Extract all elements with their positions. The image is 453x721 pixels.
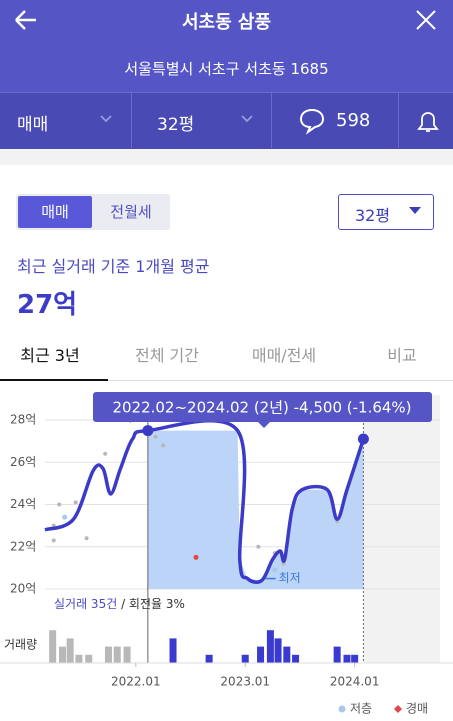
dropdown-arrow <box>409 207 421 214</box>
volume-bar <box>123 646 131 663</box>
tab-underline <box>0 379 108 381</box>
chevron <box>100 115 112 123</box>
volume-bar <box>104 646 112 663</box>
legend-swatch <box>338 705 346 713</box>
tab[interactable]: 매매/전세 <box>251 346 317 365</box>
volume-bar <box>241 654 249 663</box>
header <box>0 0 453 92</box>
trade-dot <box>256 544 261 549</box>
trade-count: 실거래 35건 <box>54 597 117 611</box>
volume-bar <box>49 630 57 663</box>
back-button[interactable] <box>12 8 40 32</box>
volume-bar <box>205 654 213 663</box>
gap <box>0 149 453 165</box>
price-line <box>44 418 366 584</box>
highlight-area <box>147 430 364 589</box>
divider <box>131 92 132 148</box>
trade-dot <box>161 443 166 448</box>
low-floor-dot <box>272 567 278 573</box>
address: 서울특별시 서초구 서초동 1685 <box>124 60 329 78</box>
low-floor-dot <box>62 514 68 520</box>
y-tick-label: 26억 <box>10 455 36 469</box>
summary-value: 27억 <box>17 290 78 320</box>
volume-bar <box>292 654 300 663</box>
auction-dot <box>193 554 199 560</box>
tab[interactable]: 전체 기간 <box>135 346 199 365</box>
future-region <box>363 395 440 663</box>
tab-selected[interactable]: 최근 3년 <box>20 346 80 365</box>
comment-icon[interactable] <box>298 107 326 135</box>
filter-bar <box>0 92 453 149</box>
trade-dot <box>84 536 89 541</box>
turnover: / 회전율 3% <box>117 597 185 611</box>
toggle-selected[interactable]: 매매 <box>18 196 92 228</box>
volume-bar <box>169 638 177 663</box>
comment-count[interactable]: 598 <box>336 110 371 131</box>
legend-swatch <box>394 705 402 713</box>
volume-bar <box>66 638 74 663</box>
y-tick-label: 28억 <box>10 413 36 427</box>
toggle-option[interactable]: 전월세 <box>110 203 152 221</box>
x-tick-label: 2022.01 <box>111 675 161 689</box>
volume-bar <box>333 646 341 663</box>
legend-label: 경매 <box>406 702 428 716</box>
close-button[interactable] <box>414 8 438 32</box>
y-tick-label: 22억 <box>10 539 36 553</box>
volume-bar <box>266 630 274 663</box>
title: 서초동 삼풍 <box>181 12 272 33</box>
volume-bar <box>351 654 359 663</box>
trade-dot <box>153 434 158 439</box>
volume-bar <box>283 646 291 663</box>
y-tick-label: 24억 <box>10 497 36 511</box>
volume-bar <box>257 646 265 663</box>
divider <box>398 92 399 148</box>
volume-bar <box>59 646 67 663</box>
legend-label: 저층 <box>350 702 372 716</box>
tab[interactable]: 비교 <box>387 346 417 365</box>
volume-label: 거래량 <box>4 638 37 652</box>
trade-dot <box>73 500 78 505</box>
x-tick-label: 2024.01 <box>330 675 380 689</box>
x-tick-label: 2023.01 <box>220 675 270 689</box>
volume-bar <box>274 638 282 663</box>
volume-bar <box>75 654 83 663</box>
tab-border <box>0 380 453 381</box>
y-tick-label: 20억 <box>10 582 36 596</box>
endpoint <box>142 425 154 437</box>
summary-label: 최근 실거래 기준 1개월 평균 <box>17 257 210 276</box>
trade-dot <box>51 538 56 543</box>
endpoint <box>357 433 369 445</box>
size-filter[interactable]: 32평 <box>157 115 195 135</box>
size-select[interactable] <box>338 194 434 230</box>
tooltip-pointer <box>258 422 270 428</box>
tooltip <box>93 392 432 422</box>
trade-dot <box>103 451 108 456</box>
min-label: 최저 <box>279 571 301 585</box>
tooltip-text: 2022.02~2024.02 (2년) -4,500 (-1.64%) <box>112 399 411 417</box>
stats: 실거래 35건 / 회전율 3% <box>54 597 185 611</box>
deal-filter[interactable]: 매매 <box>17 115 49 135</box>
trade-dot <box>57 502 62 507</box>
bell-icon[interactable] <box>414 107 442 137</box>
chevron <box>241 115 253 123</box>
volume-bar <box>113 646 121 663</box>
divider <box>271 92 272 148</box>
volume-bar <box>343 654 351 663</box>
volume-bar <box>85 654 93 663</box>
size-select-text[interactable]: 32평 <box>355 206 391 225</box>
